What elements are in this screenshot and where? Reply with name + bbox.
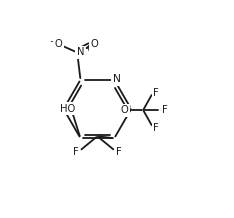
Text: O: O	[91, 39, 98, 49]
Text: O: O	[121, 105, 128, 115]
Text: −: −	[50, 36, 57, 45]
Text: F: F	[162, 105, 167, 115]
Text: +: +	[84, 44, 91, 53]
Text: F: F	[73, 147, 79, 157]
Text: F: F	[153, 123, 159, 133]
Text: F: F	[153, 88, 159, 98]
Text: O: O	[55, 39, 62, 49]
Text: HO: HO	[60, 104, 75, 114]
Text: F: F	[116, 147, 122, 157]
Text: N: N	[77, 47, 84, 57]
Text: N: N	[113, 74, 121, 84]
